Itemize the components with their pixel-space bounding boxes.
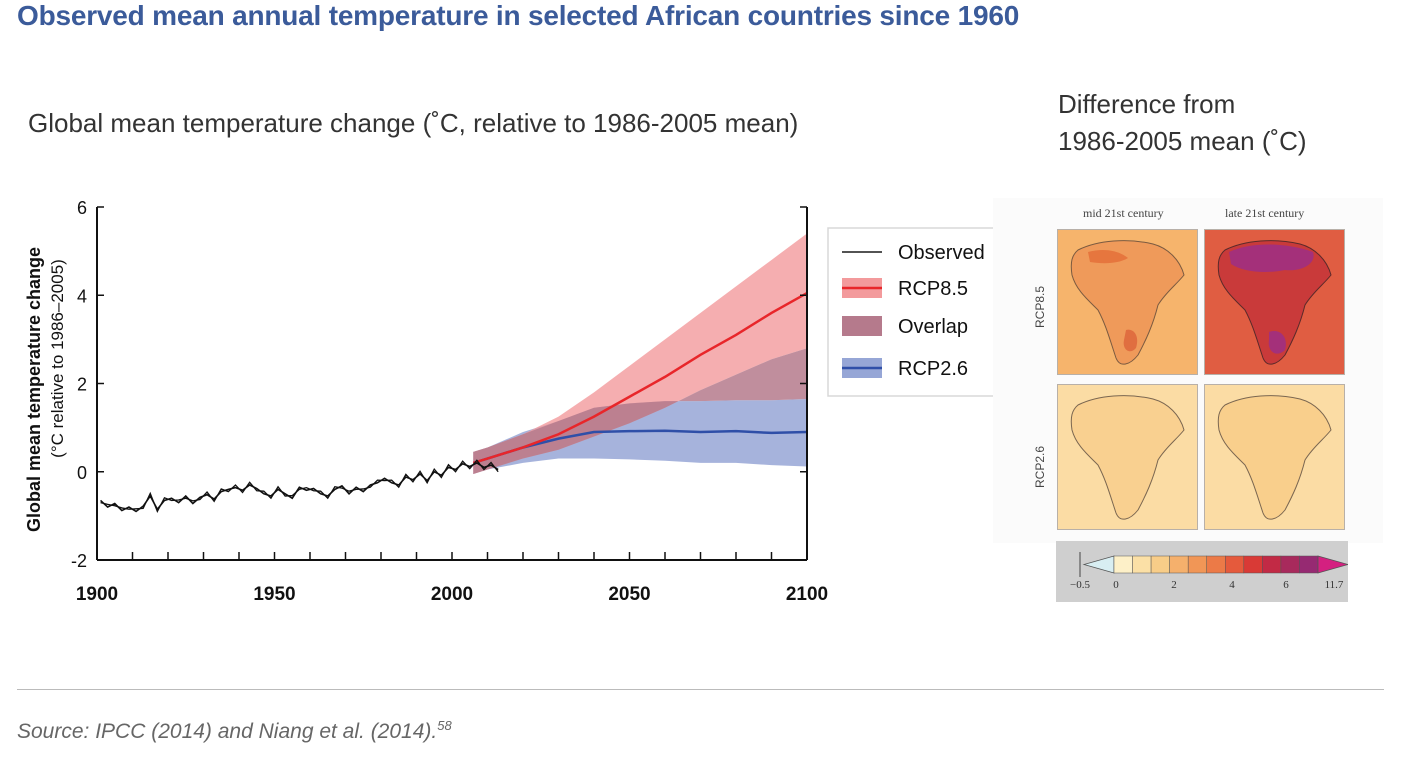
- legend-swatch-band: [842, 316, 882, 336]
- map-heading-line2: 1986-2005 mean (˚C): [1058, 126, 1307, 156]
- y-tick-label: 0: [77, 463, 87, 483]
- source-note: Source: IPCC (2014) and Niang et al. (20…: [17, 718, 452, 744]
- y-axis-label-units: (°C relative to 1986–2005): [48, 259, 67, 458]
- rcp85-line: [472, 291, 808, 465]
- map-rcp85-mid: [1057, 229, 1198, 375]
- colorbar-tick-label: 4: [1229, 579, 1235, 591]
- map-row-label-rcp85: RCP8.5: [1033, 285, 1047, 328]
- x-tick-label: 2050: [608, 584, 650, 605]
- colorbar-cell: [1150, 555, 1170, 574]
- colorbar-cell: [1280, 555, 1300, 574]
- observed-line: [100, 462, 499, 513]
- y-tick-label: 6: [77, 198, 87, 218]
- y-axis-label: Global mean temperature change: [24, 247, 44, 532]
- y-tick-label: 2: [77, 375, 87, 395]
- colorbar-tick-label: 6: [1283, 579, 1289, 591]
- colorbar-cell: [1169, 555, 1189, 574]
- map-rcp26-late: [1204, 384, 1345, 530]
- colorbar-cell: [1299, 555, 1319, 574]
- colorbar-cell: [1243, 555, 1263, 574]
- legend-label: Overlap: [898, 316, 968, 338]
- colorbar-tick-label: 2: [1171, 579, 1177, 591]
- africa-maps: mid 21st century late 21st century RCP8.…: [993, 198, 1383, 543]
- map-rcp26-mid: [1057, 384, 1198, 530]
- overlap-band: [473, 348, 807, 474]
- temperature-chart: -2 0 2 4 6 1900 1950 2000 2050 2100 Global mean te…: [24, 198, 999, 605]
- colorbar-tick-label: 11.7: [1325, 579, 1344, 591]
- colorbar-cell: [1225, 555, 1245, 574]
- colorbar-cell: [1262, 555, 1282, 574]
- divider: [17, 689, 1384, 690]
- map-heading: Difference from 1986-2005 mean (˚C): [1058, 86, 1307, 160]
- source-footnote: 58: [437, 718, 452, 733]
- colorbar-cell: [1206, 555, 1226, 574]
- y-tick-label: 4: [77, 286, 87, 306]
- rcp26-band: [473, 398, 807, 474]
- colorbar-max-arrow: [1317, 555, 1350, 574]
- x-tick-label: 2000: [431, 584, 473, 605]
- colorbar-min-arrow: [1082, 555, 1115, 574]
- colorbar-tick-label: −0.5: [1070, 579, 1090, 591]
- colorbar-cell: [1113, 555, 1133, 574]
- map-col-label-mid: mid 21st century: [1083, 206, 1164, 220]
- observed-line-2: [100, 459, 499, 514]
- map-row-label-rcp26: RCP2.6: [1033, 445, 1047, 488]
- colorbar: −0.5 0 2 4 6 11.7: [1056, 541, 1351, 602]
- map-heading-line1: Difference from: [1058, 89, 1236, 119]
- legend-label: RCP2.6: [898, 358, 968, 380]
- chart-heading: Global mean temperature change (˚C, rela…: [28, 108, 799, 138]
- page-title: Observed mean annual temperature in sele…: [17, 0, 1020, 31]
- x-tick-label: 2100: [786, 584, 828, 605]
- x-tick-label: 1900: [76, 584, 118, 605]
- y-tick-label: -2: [71, 551, 87, 571]
- source-text: Source: IPCC (2014) and Niang et al. (20…: [17, 720, 438, 743]
- colorbar-cell: [1132, 555, 1152, 574]
- legend-label: Observed: [898, 242, 985, 264]
- map-rcp85-late: [1204, 229, 1345, 375]
- colorbar-scale: −0.5 0 2 4 6 11.7: [1070, 552, 1351, 591]
- map-col-label-late: late 21st century: [1225, 206, 1305, 220]
- colorbar-tick-label: 0: [1113, 579, 1119, 591]
- legend-label: RCP8.5: [898, 278, 968, 300]
- x-tick-label: 1950: [253, 584, 295, 605]
- colorbar-cell: [1187, 555, 1207, 574]
